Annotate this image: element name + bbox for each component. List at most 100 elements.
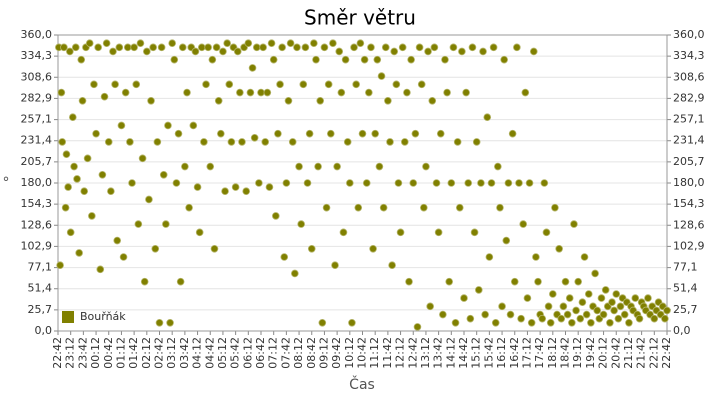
point	[405, 277, 413, 286]
point	[252, 43, 261, 52]
point	[183, 88, 191, 97]
y2-tick-label: 334,3	[673, 49, 705, 62]
point	[496, 203, 504, 212]
point	[96, 265, 105, 274]
point	[143, 47, 151, 56]
point	[157, 43, 166, 52]
point	[88, 212, 96, 220]
point	[409, 179, 418, 187]
point	[134, 220, 143, 228]
point	[386, 138, 394, 146]
point	[282, 179, 291, 187]
point	[62, 150, 71, 159]
point	[223, 39, 231, 48]
y-tick-label: 0,0	[35, 324, 53, 337]
x-tick-label: 11:42	[381, 337, 394, 369]
x-tick-label: 20:42	[609, 337, 622, 369]
point	[517, 314, 525, 323]
point	[221, 187, 229, 196]
x-tick-label: 06:12	[241, 337, 254, 369]
point	[574, 277, 582, 286]
point	[466, 314, 475, 323]
point	[546, 318, 555, 327]
point	[265, 183, 274, 191]
point	[644, 294, 652, 302]
point	[206, 162, 215, 171]
point	[244, 39, 253, 48]
point	[557, 314, 566, 323]
point	[352, 80, 360, 89]
x-tick-label: 22:12	[647, 337, 660, 369]
point	[559, 302, 568, 311]
point	[534, 277, 542, 286]
point	[70, 162, 78, 171]
point	[494, 162, 502, 171]
point	[519, 220, 528, 228]
point	[322, 203, 331, 212]
x-tick-label: 02:12	[140, 337, 153, 369]
point	[197, 43, 206, 52]
point	[487, 179, 496, 187]
point	[608, 298, 616, 307]
point	[415, 43, 424, 52]
point	[193, 183, 202, 191]
point	[597, 294, 606, 302]
point	[578, 298, 587, 307]
point	[367, 43, 375, 52]
point	[510, 277, 519, 286]
point	[540, 179, 549, 187]
x-tick-label: 16:42	[508, 337, 521, 369]
x-tick-label: 10:12	[343, 337, 356, 369]
point	[153, 138, 162, 146]
point	[485, 253, 494, 261]
point	[555, 244, 563, 253]
point	[341, 55, 350, 64]
point	[178, 43, 187, 52]
point	[316, 96, 325, 105]
point	[295, 162, 303, 171]
x-tick-label: 08:12	[292, 337, 305, 369]
point	[92, 129, 100, 138]
point	[591, 269, 599, 278]
point	[189, 121, 198, 130]
point	[371, 129, 379, 138]
point	[257, 88, 265, 97]
x-tick-label: 13:12	[419, 337, 432, 369]
point	[538, 314, 547, 323]
point	[532, 253, 540, 261]
point	[272, 212, 280, 220]
y2-tick-label: 257,1	[673, 113, 705, 126]
plot-frame	[57, 34, 668, 332]
x-tick-label: 19:42	[584, 337, 597, 369]
point	[181, 162, 189, 171]
point	[650, 314, 659, 323]
point	[263, 88, 272, 97]
point	[299, 80, 308, 89]
point	[130, 43, 138, 52]
point	[164, 121, 172, 130]
x-tick-label: 06:42	[254, 337, 267, 369]
point	[115, 43, 124, 52]
point	[360, 55, 369, 64]
y2-tick-label: 205,7	[673, 155, 705, 168]
point	[610, 306, 618, 315]
point	[172, 179, 181, 187]
point	[303, 179, 312, 187]
point	[475, 286, 483, 294]
point	[73, 175, 81, 183]
point	[246, 88, 255, 97]
point	[449, 43, 458, 52]
point	[151, 244, 160, 253]
x-tick-label: 23:42	[76, 337, 89, 369]
point	[377, 72, 386, 80]
y2-tick-label: 308,6	[673, 70, 705, 83]
x-tick-label: 04:42	[203, 337, 216, 369]
x-tick-label: 09:42	[330, 337, 343, 369]
point	[544, 302, 553, 311]
legend-label: Bouřňák	[80, 310, 126, 323]
x-tick-label: 02:42	[153, 337, 166, 369]
point	[443, 88, 451, 97]
point	[348, 318, 356, 327]
point	[523, 294, 532, 302]
point	[297, 220, 305, 228]
